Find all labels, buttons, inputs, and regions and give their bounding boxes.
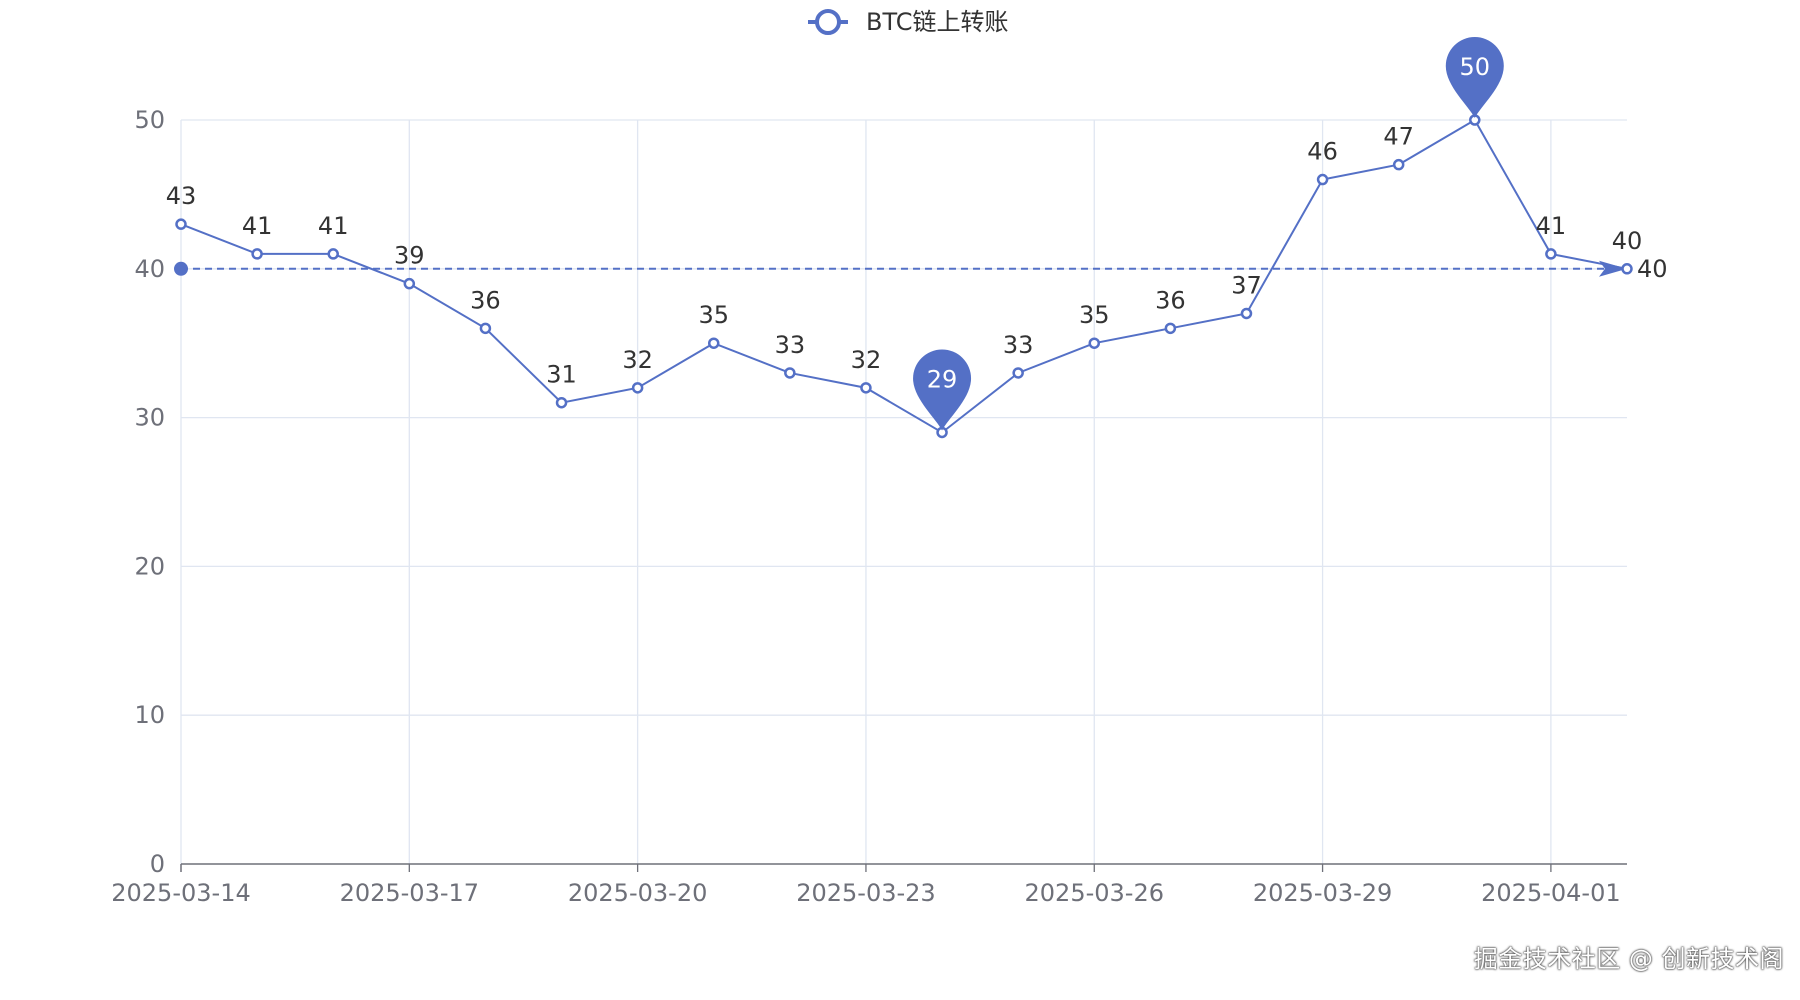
x-tick-label: 2025-03-23 [796,879,935,907]
mark-point-pin-min [913,349,972,431]
data-label: 35 [1079,301,1110,329]
data-label: 41 [1536,212,1567,240]
data-label: 37 [1231,271,1262,299]
data-label: 33 [775,331,806,359]
data-labels: 43 41 41 39 36 31 32 35 33 32 33 35 36 37 46 47 41 40 [166,123,1643,389]
data-point [175,218,187,230]
data-label: 32 [622,346,653,374]
data-point [1012,367,1024,379]
data-point [860,382,872,394]
series [175,114,1633,439]
data-point [1240,307,1253,320]
legend-circle-icon [815,9,841,35]
data-point [784,367,796,379]
series-line [180,118,1628,434]
y-tick-label: 40 [134,255,165,283]
y-tick-label: 10 [134,701,165,729]
average-line-start-dot [174,261,188,276]
data-point [251,248,263,260]
data-point [555,396,568,409]
x-tick-label: 2025-03-26 [1025,879,1164,907]
data-label: 46 [1307,138,1338,166]
data-label: 40 [1612,227,1643,255]
data-label: 39 [394,242,425,270]
legend-label[interactable]: BTC链上转账 [866,8,1008,36]
grid [180,119,1627,864]
data-point [707,337,720,349]
data-point [1392,158,1405,171]
x-tick-label: 2025-03-29 [1253,879,1392,907]
data-label: 36 [470,286,501,314]
mark-point-pin-max [1445,36,1504,118]
data-point [403,277,416,290]
axes: 0 10 20 30 40 50 2025-03-14 2025-03-17 2025-03-2… [111,106,1627,907]
x-tick-label: 2025-04-01 [1481,879,1620,907]
data-point [1088,337,1101,349]
data-label: 41 [242,212,273,240]
data-label: 31 [546,361,577,389]
y-tick-label: 0 [150,850,165,878]
y-tick-label: 50 [134,106,165,134]
average-mark-line: 40 [174,255,1668,283]
legend[interactable]: BTC链上转账 [808,8,1008,36]
data-point [479,322,492,335]
average-line-label: 40 [1637,255,1668,283]
y-tick-label: 30 [134,404,165,432]
data-label: 41 [318,212,349,240]
mark-point-label-min: 29 [927,365,958,393]
data-point [1164,322,1177,335]
data-point [1316,173,1329,186]
mark-point-label-max: 50 [1460,53,1491,81]
data-point [1545,248,1557,260]
x-tick-label: 2025-03-14 [111,879,250,907]
data-label: 36 [1155,286,1186,314]
data-label: 43 [166,182,197,210]
data-point [327,248,339,260]
data-label: 35 [698,301,729,329]
mark-points: 50 29 [913,36,1504,431]
data-point [1621,263,1633,275]
y-tick-label: 20 [134,552,165,580]
data-point [631,382,644,394]
data-label: 32 [851,346,882,374]
x-tick-label: 2025-03-17 [340,879,479,907]
x-tick-label: 2025-03-20 [568,879,707,907]
watermark: 掘金技术社区 @ 创新技术阁 [1473,945,1784,973]
data-label: 33 [1003,331,1034,359]
data-label: 47 [1383,123,1414,151]
